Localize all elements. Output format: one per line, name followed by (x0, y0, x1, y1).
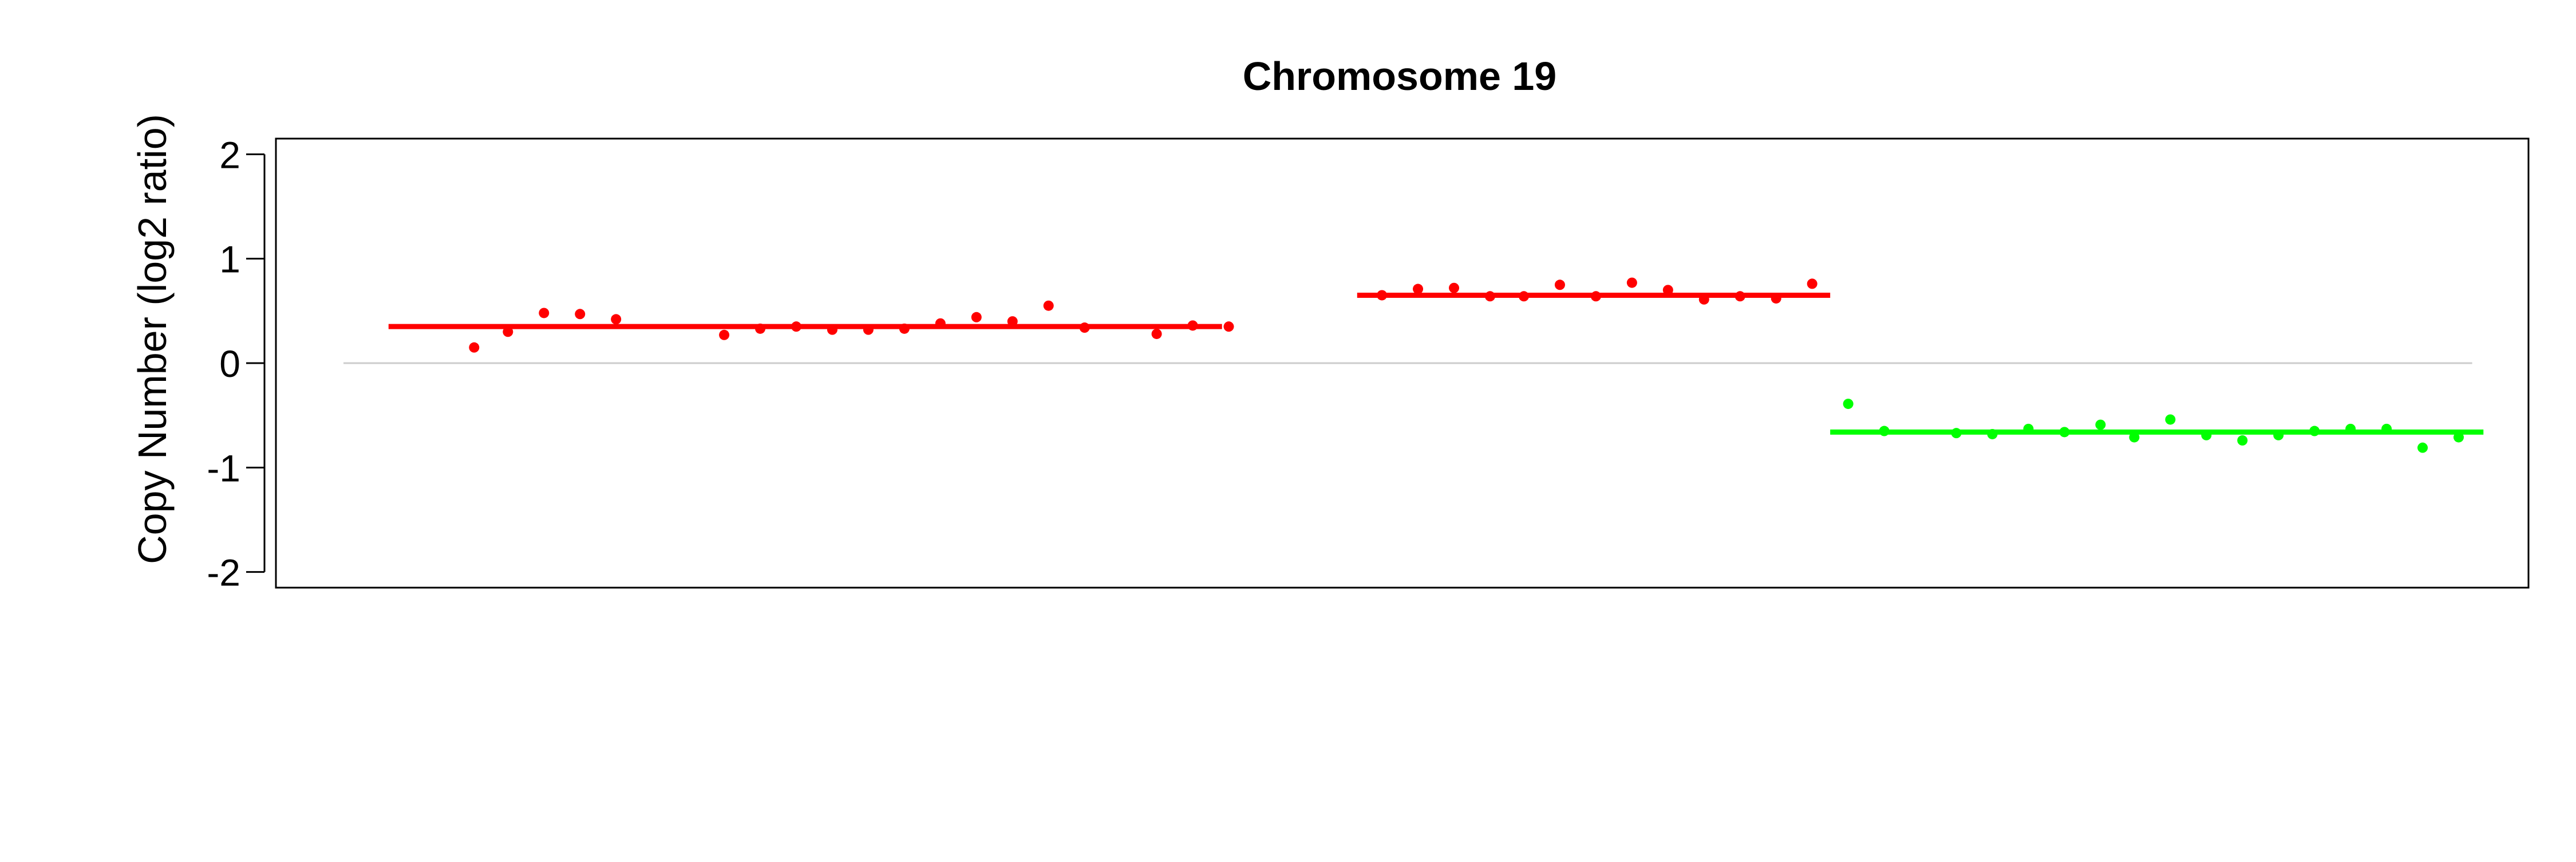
series-3 (1830, 399, 2484, 453)
data-point (1151, 328, 1162, 339)
y-tick-label: -2 (207, 552, 240, 594)
data-point (2095, 419, 2106, 430)
series-2 (1357, 277, 1831, 305)
data-point (719, 329, 730, 340)
data-point (611, 314, 622, 325)
data-point (1223, 321, 1234, 332)
data-point (2453, 432, 2464, 443)
data-point (1843, 399, 1854, 410)
data-point (2417, 442, 2428, 453)
data-point (971, 312, 982, 322)
y-tick-label: 0 (219, 343, 240, 385)
data-point (1554, 280, 1565, 290)
data-point (503, 326, 513, 337)
data-point (1807, 278, 1818, 289)
chart-title: Chromosome 19 (1243, 54, 1556, 99)
data-point (1662, 285, 1673, 296)
data-point (2129, 432, 2140, 443)
series-1 (388, 300, 1234, 353)
data-point (575, 309, 586, 320)
y-tick-label: 1 (219, 238, 240, 281)
y-tick-label: -1 (207, 447, 240, 489)
y-tick-label: 2 (219, 133, 240, 176)
data-point (1449, 282, 1460, 293)
data-point (539, 308, 550, 318)
data-point (1413, 284, 1424, 294)
data-point (1043, 300, 1054, 311)
data-point (469, 342, 480, 353)
data-point (1007, 316, 1018, 327)
y-axis-label: Copy Number (log2 ratio) (130, 114, 175, 564)
plot-frame (275, 137, 2530, 589)
y-axis: 2 1 0 -1 -2 (207, 133, 266, 594)
data-point (2237, 435, 2248, 446)
plot-area (343, 277, 2484, 453)
data-point (2165, 414, 2176, 425)
data-point (1626, 277, 1637, 288)
